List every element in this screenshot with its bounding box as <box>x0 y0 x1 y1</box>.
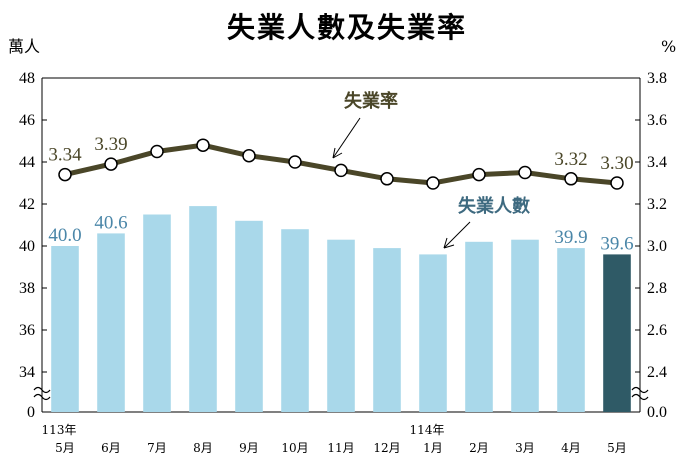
bar <box>511 239 539 412</box>
line-point <box>472 167 486 182</box>
y-tick-label-right: 2.4 <box>647 364 667 381</box>
y-tick-label-right: 3.8 <box>647 70 667 87</box>
x-tick-label: 2月 <box>469 441 489 455</box>
line-series-arrowhead <box>332 147 343 159</box>
bar <box>281 229 309 412</box>
y-tick-label-left: 38 <box>19 280 35 297</box>
y-tick-label-right: 2.6 <box>647 322 667 339</box>
x-tick-label: 12月 <box>373 441 400 455</box>
bar-data-label: 39.6 <box>600 233 633 254</box>
line-series-label: 失業率 <box>344 90 398 112</box>
bar-series-arrowhead <box>443 237 455 249</box>
axis-break-left <box>33 393 51 401</box>
line-data-label: 3.39 <box>94 134 127 155</box>
y-tick-label-left: 34 <box>19 364 35 381</box>
axis-break-right <box>631 386 649 394</box>
left-axis-unit: 萬人 <box>8 37 40 56</box>
x-tick-label: 7月 <box>147 441 167 455</box>
bar-series-label: 失業人數 <box>458 195 530 217</box>
line-data-label: 3.30 <box>600 153 633 174</box>
bar <box>419 254 447 412</box>
line-point <box>426 176 440 190</box>
x-tick-label: 9月 <box>239 441 259 455</box>
x-tick-label: 5月 <box>55 441 75 455</box>
line-data-label: 3.32 <box>554 149 587 170</box>
x-year-label: 113年 <box>42 423 77 437</box>
y-tick-label-left: 40 <box>19 238 35 255</box>
bar <box>327 239 355 412</box>
line-series-arrow <box>332 117 361 159</box>
line-point <box>196 138 210 152</box>
y-tick-label-right: 0.0 <box>647 404 667 421</box>
bar <box>97 233 125 412</box>
x-tick-label: 10月 <box>281 441 308 455</box>
axis-break-left <box>33 386 51 394</box>
line-point <box>380 172 394 186</box>
line-point <box>242 148 256 163</box>
x-tick-label: 3月 <box>515 441 535 455</box>
bar-series-arrow <box>443 221 471 249</box>
x-tick-label: 4月 <box>561 441 581 455</box>
bar <box>189 206 217 412</box>
bar-data-label: 40.0 <box>48 225 81 246</box>
x-year-label: 114年 <box>410 423 445 437</box>
line-point <box>150 144 164 159</box>
line-point <box>334 163 348 178</box>
y-tick-label-left: 36 <box>19 322 35 339</box>
y-tick-label-left: 42 <box>19 196 35 213</box>
line-point <box>288 155 302 169</box>
line-data-label: 3.34 <box>48 145 82 166</box>
y-tick-label-left: 46 <box>19 112 35 129</box>
line-point <box>58 167 72 182</box>
x-tick-label: 1月 <box>423 441 443 455</box>
y-tick-label-right: 3.0 <box>647 238 667 255</box>
line-point <box>564 172 578 186</box>
line-point <box>610 176 624 190</box>
y-tick-label-right: 3.2 <box>647 196 667 213</box>
x-tick-label: 5月 <box>607 441 627 455</box>
chart-title: 失業人數及失業率 <box>226 11 467 44</box>
y-tick-label-left: 48 <box>19 70 35 87</box>
bar <box>235 220 263 412</box>
bar-data-label: 39.9 <box>554 227 587 248</box>
bar <box>373 248 401 412</box>
bar-data-label: 40.6 <box>94 212 127 233</box>
bar <box>465 241 493 412</box>
y-tick-label-right: 3.4 <box>647 154 667 171</box>
y-tick-label-right: 2.8 <box>647 280 667 297</box>
bar <box>557 248 585 412</box>
x-tick-label: 6月 <box>101 441 121 455</box>
x-tick-label: 8月 <box>193 441 213 455</box>
x-tick-label: 11月 <box>327 441 354 455</box>
line-point <box>518 165 532 180</box>
line-point <box>104 157 118 171</box>
bar <box>51 246 79 412</box>
bar <box>603 254 631 412</box>
right-axis-unit: % <box>661 37 676 56</box>
y-tick-label-left: 44 <box>19 154 35 171</box>
axis-break-right <box>631 393 649 401</box>
y-tick-label-left: 0 <box>27 404 35 421</box>
y-tick-label-right: 3.6 <box>647 112 667 129</box>
bar <box>143 214 171 412</box>
